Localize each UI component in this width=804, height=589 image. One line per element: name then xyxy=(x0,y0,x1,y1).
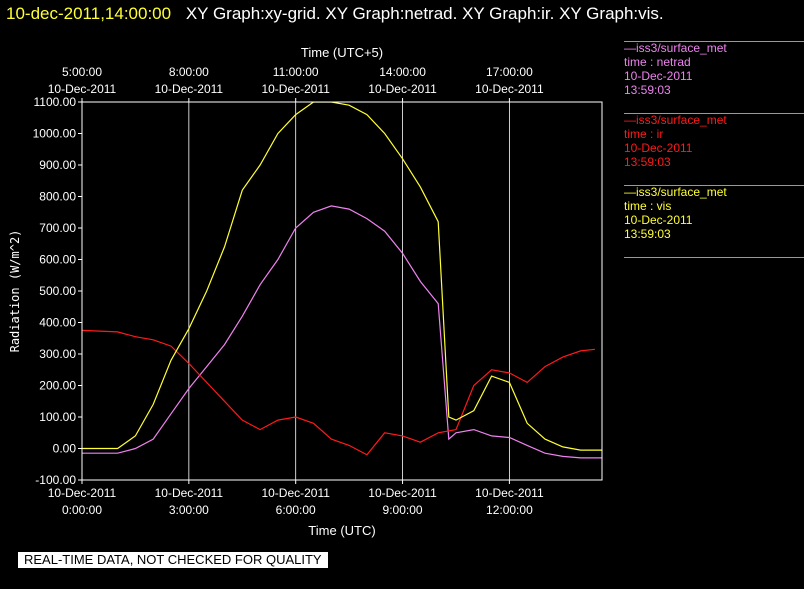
x2-tick-time: 14:00:00 xyxy=(379,65,426,79)
legend-date: 10-Dec-2011 xyxy=(624,141,693,155)
legend-field: time : netrad xyxy=(624,55,691,69)
y-tick-label: 1100.00 xyxy=(34,95,77,109)
y-tick-label: 100.00 xyxy=(39,410,76,424)
x-tick-date: 10-Dec-2011 xyxy=(48,486,117,500)
series-line-vis xyxy=(82,102,602,451)
legend-ir: —iss3/surface_met time : ir 10-Dec-2011 … xyxy=(624,113,804,169)
legend-date: 10-Dec-2011 xyxy=(624,69,693,83)
radiation-chart: -100.00 0.00 100.00 200.00 300.00 400.00 500.0… xyxy=(8,45,603,538)
x2-tick-date: 10-Dec-2011 xyxy=(155,82,224,96)
legend-netrad: —iss3/surface_met time : netrad 10-Dec-2… xyxy=(624,41,804,97)
y-axis-label: Radiation (W/m^2) xyxy=(8,230,22,353)
legend-time: 13:59:03 xyxy=(624,83,671,97)
title-graphs: XY Graph:xy-grid. XY Graph:netrad. XY Gr… xyxy=(185,4,664,23)
legend-vis: —iss3/surface_met time : vis 10-Dec-2011… xyxy=(624,185,804,258)
x2-tick-time: 8:00:00 xyxy=(169,65,209,79)
x2-tick-time: 5:00:00 xyxy=(62,65,102,79)
x2-axis-label: Time (UTC+5) xyxy=(301,45,383,60)
x-tick-date: 10-Dec-2011 xyxy=(261,486,330,500)
title-timestamp: 10-dec-2011,14:00:00 xyxy=(6,4,172,23)
x2-tick-time: 11:00:00 xyxy=(273,65,319,79)
series-line-ir xyxy=(82,329,595,456)
x2-tick-date: 10-Dec-2011 xyxy=(368,82,437,96)
y-axis-ticks: -100.00 0.00 100.00 200.00 300.00 400.00 500.0… xyxy=(33,95,82,487)
legend-series-name: —iss3/surface_met xyxy=(624,113,727,127)
x2-axis-ticks: 5:00:00 10-Dec-2011 8:00:00 10-Dec-2011 11:0… xyxy=(48,65,544,102)
x-tick-time: 3:00:00 xyxy=(169,503,209,517)
x2-tick-time: 17:00:00 xyxy=(486,65,533,79)
y-tick-label: 900.00 xyxy=(39,158,76,172)
x-tick-time: 9:00:00 xyxy=(383,503,423,517)
y-tick-label: 1000.00 xyxy=(33,127,77,141)
series-line-netrad xyxy=(82,205,602,459)
legend-date: 10-Dec-2011 xyxy=(624,213,693,227)
plot-frame xyxy=(81,101,603,481)
legend-series-name: —iss3/surface_met xyxy=(624,41,727,55)
series-layer xyxy=(82,102,602,459)
x-tick-date: 10-Dec-2011 xyxy=(368,486,437,500)
x-tick-time: 12:00:00 xyxy=(486,503,533,517)
x2-tick-date: 10-Dec-2011 xyxy=(475,82,544,96)
x-axis-ticks: 10-Dec-2011 0:00:00 10-Dec-2011 3:00:00 10-D… xyxy=(48,480,544,517)
x-tick-date: 10-Dec-2011 xyxy=(155,486,224,500)
y-tick-label: 500.00 xyxy=(39,284,76,298)
y-tick-label: 0.00 xyxy=(53,442,77,456)
x-tick-time: 0:00:00 xyxy=(62,503,102,517)
y-tick-label: 200.00 xyxy=(39,379,76,393)
y-tick-label: 400.00 xyxy=(39,316,76,330)
y-tick-label: -100.00 xyxy=(35,473,76,487)
x-axis-label: Time (UTC) xyxy=(308,523,375,538)
title-row: 10-dec-2011,14:00:00 XY Graph:xy-grid. X… xyxy=(6,2,664,26)
x2-tick-date: 10-Dec-2011 xyxy=(261,82,330,96)
y-tick-label: 800.00 xyxy=(39,190,76,204)
y-tick-label: 600.00 xyxy=(39,253,76,267)
grid-lines xyxy=(188,102,510,480)
legend-series-name: —iss3/surface_met xyxy=(624,185,727,199)
quality-notice: REAL-TIME DATA, NOT CHECKED FOR QUALITY xyxy=(18,552,328,568)
x2-tick-date: 10-Dec-2011 xyxy=(48,82,117,96)
x-tick-time: 6:00:00 xyxy=(276,503,316,517)
legend-field: time : ir xyxy=(624,127,664,141)
legend-field: time : vis xyxy=(624,199,672,213)
legend-time: 13:59:03 xyxy=(624,227,671,241)
x-tick-date: 10-Dec-2011 xyxy=(475,486,544,500)
y-tick-label: 300.00 xyxy=(39,347,76,361)
y-tick-label: 700.00 xyxy=(39,221,76,235)
legend-time: 13:59:03 xyxy=(624,155,671,169)
